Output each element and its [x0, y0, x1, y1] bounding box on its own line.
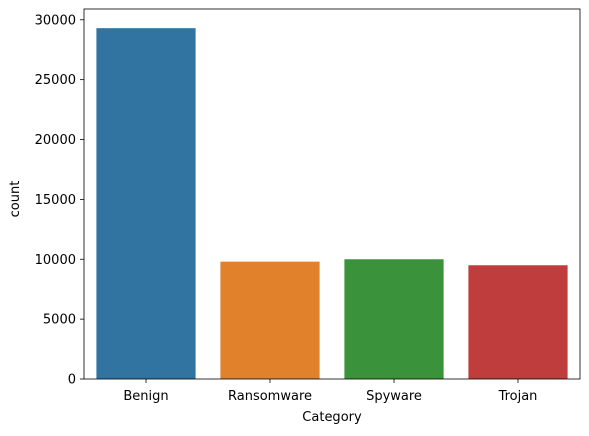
y-tick-label: 20000 — [35, 133, 76, 148]
y-tick-label: 5000 — [43, 313, 76, 328]
bar-trojan — [468, 265, 568, 379]
y-tick-label: 0 — [68, 373, 76, 388]
x-tick-label: Spyware — [366, 389, 422, 404]
y-tick-label: 30000 — [35, 13, 76, 28]
ticks-layer: Benign Ransomware Spyware Trojan 0 5000 10000 1… — [35, 13, 538, 404]
y-axis-label: count — [8, 181, 23, 218]
axes-layer — [83, 8, 581, 380]
bars-layer — [96, 28, 568, 379]
x-tick-label: Benign — [123, 389, 168, 404]
bar-spyware — [344, 259, 444, 379]
y-tick-label: 15000 — [35, 193, 76, 208]
x-axis-label: Category — [302, 410, 362, 425]
y-tick-label: 25000 — [35, 73, 76, 88]
bar-ransomware — [220, 261, 320, 379]
bar-benign — [96, 28, 196, 379]
x-tick-label: Ransomware — [228, 389, 312, 404]
axes-frame — [83, 8, 581, 380]
y-tick-label: 10000 — [35, 253, 76, 268]
x-tick-label: Trojan — [498, 389, 538, 404]
